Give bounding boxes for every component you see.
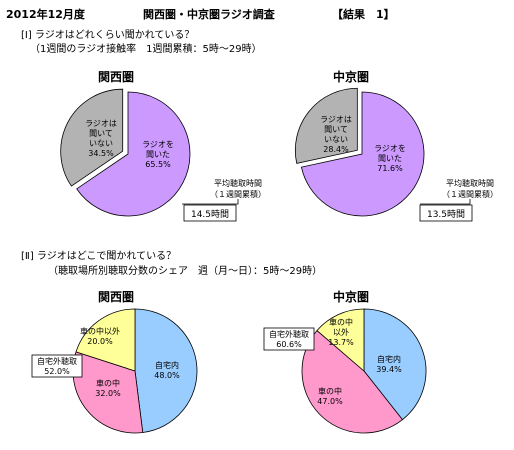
section2-subtitle: （聴取場所別聴取分数のシェア 週（月～日）：5時～29時） — [48, 266, 323, 277]
section1-region-chukyo: 中京圏 — [333, 70, 370, 84]
pie-slice — [300, 91, 425, 217]
pie-slice — [76, 91, 191, 217]
slice-label: 自宅内 — [155, 360, 179, 370]
pie-slice — [294, 87, 358, 164]
callout-kansai-line2: 52.0% — [44, 367, 70, 376]
callout-box-kansai — [31, 354, 83, 378]
slice-label: いない — [324, 135, 348, 144]
section1-title: [Ⅰ] ラジオはどれくらい聞かれている？ — [21, 30, 195, 41]
report-result-label: 【結果 1】 — [332, 8, 395, 21]
slice-label: 32.0% — [95, 389, 121, 398]
pie-slice — [60, 88, 124, 187]
pie-slice — [363, 308, 427, 421]
avg-box-kansai — [183, 204, 237, 222]
slice-label: ラジオを — [142, 140, 174, 149]
slice-label: 車の中 — [318, 386, 342, 396]
slice-label: ラジオは — [320, 115, 352, 124]
slice-label: 20.0% — [87, 337, 113, 346]
pie-slice — [316, 308, 365, 372]
avg-label-kansai-line1: 平均聴取時間 — [214, 178, 262, 188]
slice-label: いない — [89, 139, 113, 148]
slice-label: 聞いて — [324, 125, 348, 134]
slice-label: 車の中 — [329, 317, 353, 327]
slice-label: 48.0% — [154, 371, 180, 380]
slice-label: 71.6% — [377, 164, 403, 173]
slice-label: 聞いて — [89, 129, 113, 138]
report-title: 関西圏・中京圏ラジオ調査 — [143, 8, 275, 21]
avg-label-chukyo-line2: （１週間累積） — [442, 189, 498, 199]
pie-slice — [75, 308, 136, 372]
slice-label: 39.4% — [376, 365, 402, 374]
slice-label: 28.4% — [323, 145, 349, 154]
avg-connector-kansai — [182, 199, 239, 205]
avg-time-chukyo: 13.5時間 — [427, 209, 465, 220]
slice-label: 13.7% — [328, 338, 354, 347]
section2-title: [Ⅱ] ラジオはどこで聞かれている？ — [21, 251, 177, 262]
avg-connector-chukyo — [420, 199, 471, 205]
slice-label: 車の中以外 — [80, 326, 120, 336]
callout-chukyo-line2: 60.6% — [276, 340, 302, 349]
pie-slice — [134, 308, 198, 433]
section1-region-kansai: 関西圏 — [98, 70, 135, 84]
callout-box-chukyo — [263, 327, 315, 351]
slice-label: 聞いた — [146, 150, 170, 159]
avg-time-kansai: 14.5時間 — [191, 209, 229, 220]
report-date: 2012年12月度 — [6, 8, 85, 21]
slice-label: 聞いた — [378, 154, 402, 163]
slice-label: 自宅内 — [377, 354, 401, 364]
callout-chukyo-line1: 自宅外聴取 — [269, 329, 309, 339]
callout-kansai-line1: 自宅外聴取 — [37, 356, 77, 366]
avg-label-chukyo-line1: 平均聴取時間 — [446, 178, 494, 188]
section2-region-kansai: 関西圏 — [98, 290, 135, 304]
slice-label: 47.0% — [317, 397, 343, 406]
avg-box-chukyo — [419, 204, 473, 222]
slice-label: ラジオは — [85, 119, 117, 128]
section2-region-chukyo: 中京圏 — [333, 290, 370, 304]
slice-label: ラジオを — [374, 144, 406, 153]
slice-label: 車の中 — [96, 378, 120, 388]
slice-label: 以外 — [333, 327, 349, 337]
section1-subtitle: （1週間のラジオ接触率 1週間累積：5時～29時） — [30, 44, 262, 55]
avg-label-kansai-line2: （１週間累積） — [210, 189, 266, 199]
slice-label: 65.5% — [145, 160, 171, 169]
slice-label: 34.5% — [88, 149, 114, 158]
